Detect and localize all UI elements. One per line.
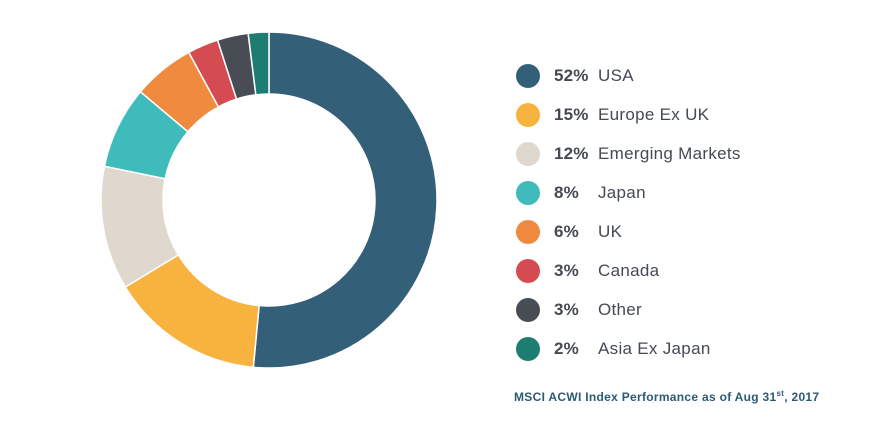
legend-swatch	[516, 336, 540, 361]
legend-item-japan: 8% Japan	[516, 173, 856, 212]
legend-label: Japan	[598, 182, 646, 202]
legend-item-other: 3% Other	[516, 290, 856, 329]
slice-asia-ex-japan	[247, 31, 270, 96]
caption-superscript: st	[776, 389, 785, 398]
legend-swatch	[516, 141, 540, 166]
legend-item-emerging-markets: 12% Emerging Markets	[516, 134, 856, 173]
legend-swatch	[516, 102, 540, 127]
legend-item-europe-ex-uk: 15% Europe Ex UK	[516, 95, 856, 134]
legend-swatch	[516, 297, 540, 322]
legend-label: Asia Ex Japan	[598, 338, 711, 358]
legend-percent: 52%	[554, 65, 589, 85]
legend-item-canada: 3% Canada	[516, 251, 856, 290]
legend-label: Other	[598, 299, 643, 319]
legend-item-asia-ex-japan: 2% Asia Ex Japan	[516, 329, 856, 368]
legend-label: Emerging Markets	[598, 143, 741, 163]
legend-label: Canada	[598, 260, 660, 280]
slice-usa	[252, 31, 438, 369]
legend-swatch	[516, 180, 540, 205]
caption-suffix: , 2017	[784, 390, 820, 404]
legend-percent: 15%	[554, 104, 589, 124]
legend-swatch	[516, 258, 540, 283]
legend-label: UK	[598, 221, 623, 241]
caption-text: MSCI ACWI Index Performance as of Aug 31	[514, 390, 777, 404]
legend-label: USA	[598, 65, 634, 85]
legend: 52% USA 15% Europe Ex UK 12% Emerging Markets…	[516, 56, 856, 368]
legend-percent: 2%	[554, 338, 579, 358]
legend-percent: 6%	[554, 221, 579, 241]
legend-percent: 12%	[554, 143, 589, 163]
legend-item-usa: 52% USA	[516, 56, 856, 95]
donut-chart	[100, 31, 438, 369]
legend-swatch	[516, 219, 540, 244]
legend-percent: 8%	[554, 182, 579, 202]
legend-percent: 3%	[554, 299, 579, 319]
chart-caption: MSCI ACWI Index Performance as of Aug 31…	[514, 389, 819, 404]
legend-percent: 3%	[554, 260, 579, 280]
legend-swatch	[516, 63, 540, 88]
legend-label: Europe Ex UK	[598, 104, 710, 124]
legend-item-uk: 6% UK	[516, 212, 856, 251]
